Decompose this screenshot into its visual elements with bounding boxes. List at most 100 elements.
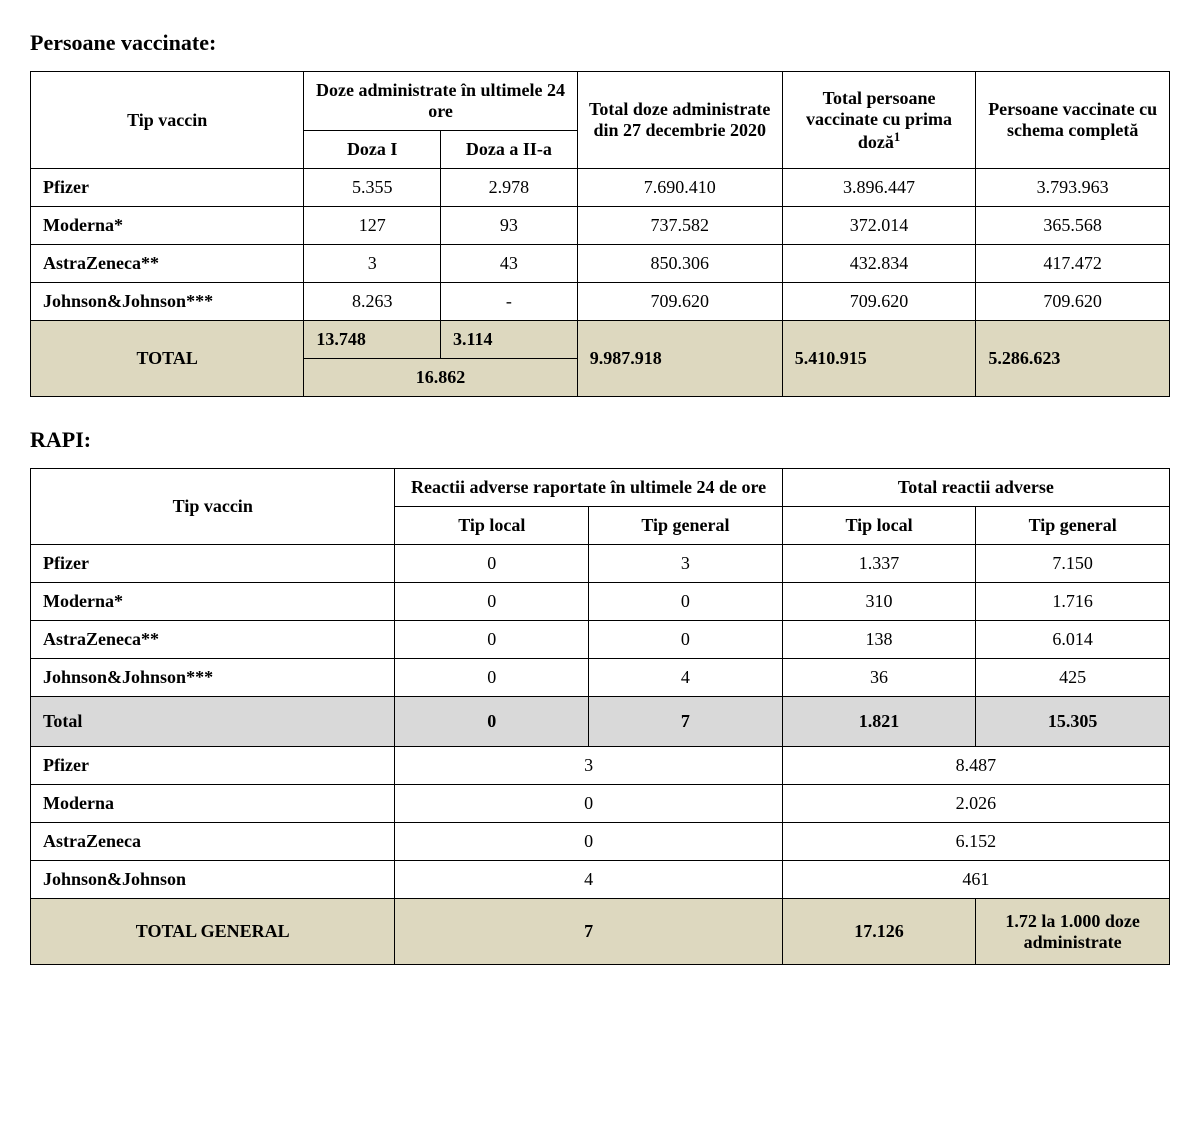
grand-total-count: 17.126 <box>782 899 976 965</box>
header-general: Tip general <box>976 507 1170 545</box>
vaccine-name: Moderna* <box>31 583 395 621</box>
combined-total: 461 <box>782 861 1169 899</box>
dose2-value: - <box>441 283 578 321</box>
dose1-value: 8.263 <box>304 283 441 321</box>
total-first-dose: 5.410.915 <box>782 321 976 397</box>
r24-local: 0 <box>395 659 589 697</box>
table-row: Pfizer 3 8.487 <box>31 747 1170 785</box>
table-header-row: Tip vaccin Reactii adverse raportate în … <box>31 469 1170 507</box>
complete-value: 365.568 <box>976 207 1170 245</box>
r24-general: 3 <box>589 545 783 583</box>
vaccine-name: Pfizer <box>31 169 304 207</box>
combined-total: 8.487 <box>782 747 1169 785</box>
table-row: Pfizer 0 3 1.337 7.150 <box>31 545 1170 583</box>
grand-total-rate: 1.72 la 1.000 doze administrate <box>976 899 1170 965</box>
table-row: Pfizer 5.355 2.978 7.690.410 3.896.447 3… <box>31 169 1170 207</box>
total-complete: 5.286.623 <box>976 321 1170 397</box>
table-row: Moderna* 0 0 310 1.716 <box>31 583 1170 621</box>
header-doses-24h: Doze administrate în ultimele 24 ore <box>304 72 577 131</box>
vaccine-name: AstraZeneca** <box>31 621 395 659</box>
header-local: Tip local <box>395 507 589 545</box>
complete-value: 417.472 <box>976 245 1170 283</box>
vaccine-name: Johnson&Johnson*** <box>31 659 395 697</box>
header-vaccine-type: Tip vaccin <box>31 469 395 545</box>
combined-r24: 0 <box>395 785 782 823</box>
total-local: 36 <box>782 659 976 697</box>
vaccine-name: Moderna* <box>31 207 304 245</box>
total-local: 1.337 <box>782 545 976 583</box>
subtotal-total-general: 15.305 <box>976 697 1170 747</box>
table1-title: Persoane vaccinate: <box>30 30 1170 56</box>
subtotal-total-local: 1.821 <box>782 697 976 747</box>
header-dose-2: Doza a II-a <box>441 131 578 169</box>
header-dose-1: Doza I <box>304 131 441 169</box>
table-row: Johnson&Johnson 4 461 <box>31 861 1170 899</box>
header-complete-scheme: Persoane vaccinate cu schema completă <box>976 72 1170 169</box>
header-vaccine-type: Tip vaccin <box>31 72 304 169</box>
complete-value: 709.620 <box>976 283 1170 321</box>
total-general: 425 <box>976 659 1170 697</box>
total-general: 6.014 <box>976 621 1170 659</box>
adverse-reactions-table: Tip vaccin Reactii adverse raportate în … <box>30 468 1170 965</box>
r24-local: 0 <box>395 583 589 621</box>
total-doses-value: 7.690.410 <box>577 169 782 207</box>
table-row: Johnson&Johnson*** 8.263 - 709.620 709.6… <box>31 283 1170 321</box>
header-total-doses: Total doze administrate din 27 decembrie… <box>577 72 782 169</box>
dose1-value: 3 <box>304 245 441 283</box>
vaccine-name: Pfizer <box>31 747 395 785</box>
table-row: Johnson&Johnson*** 0 4 36 425 <box>31 659 1170 697</box>
r24-local: 0 <box>395 545 589 583</box>
dose2-value: 43 <box>441 245 578 283</box>
table-header-row: Tip vaccin Doze administrate în ultimele… <box>31 72 1170 131</box>
dose2-value: 2.978 <box>441 169 578 207</box>
total-row: TOTAL 13.748 3.114 9.987.918 5.410.915 5… <box>31 321 1170 359</box>
total-d2: 3.114 <box>441 321 578 359</box>
r24-general: 0 <box>589 621 783 659</box>
total-24h-sum: 16.862 <box>304 359 577 397</box>
total-general: 1.716 <box>976 583 1170 621</box>
vaccine-name: AstraZeneca <box>31 823 395 861</box>
header-general: Tip general <box>589 507 783 545</box>
total-local: 310 <box>782 583 976 621</box>
combined-total: 6.152 <box>782 823 1169 861</box>
header-reactions-total: Total reactii adverse <box>782 469 1169 507</box>
vaccine-name: Pfizer <box>31 545 395 583</box>
r24-general: 0 <box>589 583 783 621</box>
vaccinated-persons-table: Tip vaccin Doze administrate în ultimele… <box>30 71 1170 397</box>
grand-total-row: TOTAL GENERAL 7 17.126 1.72 la 1.000 doz… <box>31 899 1170 965</box>
subtotal-row: Total 0 7 1.821 15.305 <box>31 697 1170 747</box>
subtotal-r24-general: 7 <box>589 697 783 747</box>
complete-value: 3.793.963 <box>976 169 1170 207</box>
table2-title: RAPI: <box>30 427 1170 453</box>
header-local: Tip local <box>782 507 976 545</box>
total-local: 138 <box>782 621 976 659</box>
total-general: 7.150 <box>976 545 1170 583</box>
table-row: Moderna 0 2.026 <box>31 785 1170 823</box>
dose1-value: 127 <box>304 207 441 245</box>
grand-total-label: TOTAL GENERAL <box>31 899 395 965</box>
first-dose-value: 3.896.447 <box>782 169 976 207</box>
subtotal-label: Total <box>31 697 395 747</box>
combined-r24: 4 <box>395 861 782 899</box>
r24-local: 0 <box>395 621 589 659</box>
total-doses-value: 709.620 <box>577 283 782 321</box>
total-d1: 13.748 <box>304 321 441 359</box>
subtotal-r24-local: 0 <box>395 697 589 747</box>
total-doses-value: 737.582 <box>577 207 782 245</box>
vaccine-name: Johnson&Johnson <box>31 861 395 899</box>
first-dose-value: 709.620 <box>782 283 976 321</box>
header-first-dose: Total persoane vaccinate cu prima doză1 <box>782 72 976 169</box>
combined-r24: 0 <box>395 823 782 861</box>
total-doses-value: 850.306 <box>577 245 782 283</box>
first-dose-value: 372.014 <box>782 207 976 245</box>
r24-general: 4 <box>589 659 783 697</box>
header-reactions-24h: Reactii adverse raportate în ultimele 24… <box>395 469 782 507</box>
total-doses: 9.987.918 <box>577 321 782 397</box>
vaccine-name: Johnson&Johnson*** <box>31 283 304 321</box>
vaccine-name: AstraZeneca** <box>31 245 304 283</box>
combined-total: 2.026 <box>782 785 1169 823</box>
table-row: AstraZeneca** 0 0 138 6.014 <box>31 621 1170 659</box>
table-row: AstraZeneca 0 6.152 <box>31 823 1170 861</box>
total-label: TOTAL <box>31 321 304 397</box>
first-dose-value: 432.834 <box>782 245 976 283</box>
